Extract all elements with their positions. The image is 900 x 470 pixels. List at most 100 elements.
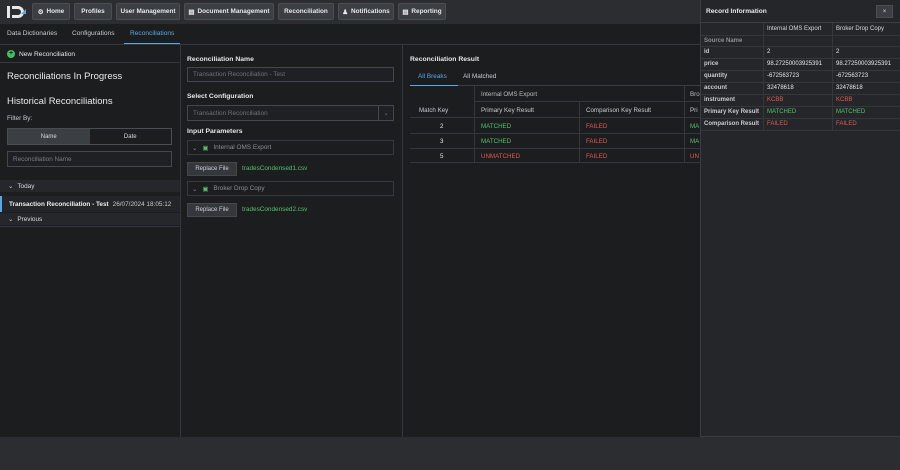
replace-file-button[interactable]: Replace File — [187, 203, 237, 217]
table-row-primary-key-2[interactable]: UN — [690, 153, 699, 160]
bell-icon: ♟ — [342, 8, 349, 16]
divider — [0, 44, 900, 45]
record-row-value-oms: MATCHED — [767, 109, 797, 115]
tab-reconciliations[interactable]: Reconciliations — [130, 30, 175, 37]
select-configuration-label: Select Configuration — [187, 93, 254, 100]
column-header-primary-key: Primary Key Result — [481, 107, 534, 114]
chevron-down-icon: ⌄ — [192, 185, 198, 193]
divider — [701, 46, 900, 47]
divider — [474, 101, 700, 102]
record-row-key: Comparison Result — [704, 121, 760, 127]
record-row-key: account — [704, 85, 728, 91]
today-section[interactable]: ⌄ Today — [0, 180, 180, 192]
chevron-down-icon: ⌄ — [192, 144, 198, 152]
table-row-comparison-key[interactable]: FAILED — [586, 123, 608, 130]
replace-file-button[interactable]: Replace File — [187, 162, 237, 176]
nav-profiles-button[interactable]: Profiles — [74, 3, 112, 20]
filter-name-option[interactable]: Name — [8, 129, 90, 144]
file-link[interactable]: tradesCondensed1.csv — [242, 165, 308, 172]
reconciliation-item-name: Transaction Reconciliation - Test — [9, 200, 109, 208]
close-button[interactable]: × — [876, 5, 893, 18]
record-row-value-oms: -672563723 — [767, 73, 800, 79]
record-row-value-broker: FAILED — [836, 121, 857, 127]
close-icon: × — [882, 8, 887, 15]
divider — [410, 148, 700, 149]
divider — [474, 86, 475, 162]
divider — [410, 85, 700, 86]
nav-reconciliation-button[interactable]: Reconciliation — [278, 3, 334, 20]
table-row-match-key[interactable]: 5 — [440, 153, 444, 160]
filter-by-label: Filter By: — [7, 115, 33, 122]
divider — [832, 23, 833, 131]
filter-toggle: Name Date — [7, 128, 172, 145]
previous-section[interactable]: ⌄ Previous — [0, 213, 180, 225]
divider — [763, 23, 764, 131]
divider — [701, 106, 900, 107]
nav-user-management-button[interactable]: User Management — [116, 3, 180, 20]
chevron-down-icon: ⌄ — [378, 106, 393, 120]
list-item[interactable]: Transaction Reconciliation - Test 26/07/… — [0, 196, 180, 212]
record-row-value-broker: 2 — [836, 49, 840, 55]
table-row-primary-key[interactable]: UNMATCHED — [481, 153, 521, 160]
active-tab-indicator — [124, 43, 180, 44]
record-row-value-oms: KCBB — [767, 97, 784, 103]
nav-reporting-button[interactable]: ▤ Reporting — [398, 3, 446, 20]
reconciliation-search-input[interactable]: Reconciliation Name — [7, 151, 172, 167]
divider — [410, 162, 700, 163]
divider — [0, 62, 180, 63]
divider — [684, 86, 685, 162]
nav-document-management-button[interactable]: ▤ Document Management — [184, 3, 274, 20]
nav-home-button[interactable]: ⚙ Home — [32, 3, 70, 20]
footer-area — [0, 437, 900, 470]
tab-data-dictionaries[interactable]: Data Dictionaries — [7, 30, 58, 37]
filter-date-option[interactable]: Date — [123, 133, 137, 140]
gear-icon: ⚙ — [37, 8, 44, 16]
plus-icon: + — [7, 50, 15, 58]
table-row-primary-key[interactable]: MATCHED — [481, 123, 512, 130]
file-link[interactable]: tradesCondensed2.csv — [242, 206, 308, 213]
record-row-key: id — [704, 49, 710, 55]
divider — [701, 82, 900, 83]
historical-heading: Historical Reconciliations — [7, 96, 113, 107]
divider — [701, 118, 900, 119]
divider — [410, 133, 700, 134]
tab-configurations[interactable]: Configurations — [72, 30, 115, 37]
reconciliation-item-date: 26/07/2024 18:05:12 — [112, 200, 172, 208]
column-header-primary-key-2: Pri — [690, 107, 698, 114]
param-internal-oms-export[interactable]: ⌄ ▣ Internal OMS Export — [187, 140, 394, 155]
table-row-match-key[interactable]: 2 — [440, 123, 444, 130]
divider — [402, 45, 403, 437]
record-information-title: Record Information — [706, 8, 767, 15]
table-row-primary-key-2[interactable]: MA — [690, 138, 700, 145]
tab-all-matched[interactable]: All Matched — [463, 73, 497, 80]
in-progress-heading: Reconciliations In Progress — [7, 71, 123, 82]
record-row-value-broker: KCBB — [836, 97, 853, 103]
reconciliation-name-input[interactable]: Transaction Reconciliation - Test — [187, 67, 394, 82]
active-tab-indicator — [410, 85, 458, 86]
group-header-broker: Bro — [690, 91, 700, 98]
record-row-value-oms: 98.27250003925391 — [767, 61, 823, 67]
divider — [0, 226, 180, 227]
table-row-comparison-key[interactable]: FAILED — [586, 138, 608, 145]
source-name-label: Source Name — [704, 38, 743, 44]
table-row-match-key[interactable]: 3 — [440, 138, 444, 145]
divider — [180, 45, 181, 437]
document-icon: ▤ — [188, 8, 195, 16]
tab-all-breaks[interactable]: All Breaks — [418, 73, 447, 80]
record-row-key: price — [704, 61, 719, 67]
divider — [701, 22, 900, 23]
column-header-internal-oms: Internal OMS Export — [767, 26, 822, 32]
record-row-key: quantity — [704, 73, 728, 79]
table-row-primary-key-2[interactable]: MA — [690, 123, 700, 130]
table-row-comparison-key[interactable]: FAILED — [586, 153, 608, 160]
column-header-comparison-key: Comparison Key Result — [586, 107, 651, 114]
column-header-match-key: Match Key — [419, 107, 449, 114]
param-broker-drop-copy[interactable]: ⌄ ▣ Broker Drop Copy — [187, 181, 394, 196]
record-row-key: Primary Key Result — [704, 109, 760, 115]
table-row-primary-key[interactable]: MATCHED — [481, 138, 512, 145]
nav-notifications-button[interactable]: ♟ Notifications — [338, 3, 394, 20]
record-row-value-broker: -672563723 — [836, 73, 869, 79]
divider — [701, 130, 900, 131]
configuration-select[interactable]: Transaction Reconciliation ⌄ — [187, 105, 394, 121]
new-reconciliation-button[interactable]: + New Reconciliation — [7, 50, 76, 58]
